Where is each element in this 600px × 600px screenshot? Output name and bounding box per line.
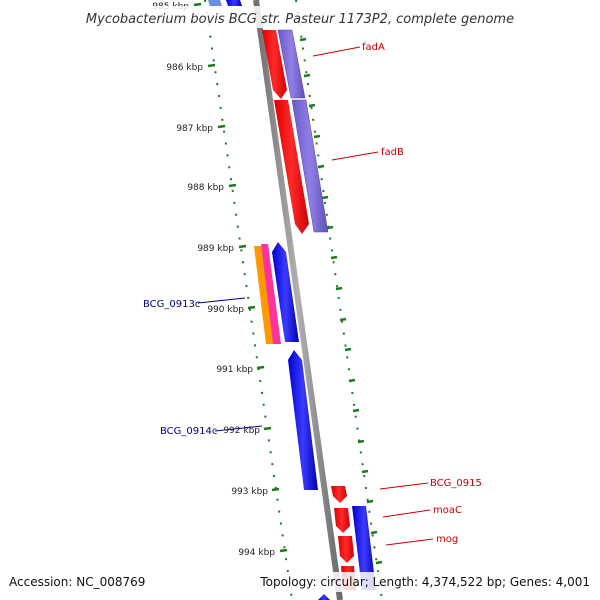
label-moaC: moaC (433, 505, 462, 516)
gene-partial-top-blue-light (208, 0, 222, 6)
tick-label-986: 986 kbp (166, 63, 203, 73)
tick-major-1 (207, 63, 216, 68)
tick-major-0 (193, 2, 202, 7)
inner-dotted-track (204, 0, 293, 600)
label-fadA: fadA (362, 42, 385, 53)
gene-fadA-purple (277, 29, 306, 99)
gene-BCG_0914c (288, 350, 318, 490)
label-fadB: fadB (381, 147, 404, 158)
tick-outer-6 (326, 225, 334, 230)
label-BCG_0913c: BCG_0913c (143, 299, 200, 310)
genome-summary-text: Topology: circular; Length: 4,374,522 bp… (259, 575, 590, 589)
tick-outer-12 (352, 408, 360, 413)
gene-BCG_0915 (331, 486, 347, 503)
accession-text: Accession: NC_008769 (9, 575, 145, 589)
tick-labels: 985 kbp 986 kbp 987 kbp 988 kbp 989 kbp … (152, 2, 275, 558)
tick-major-9 (279, 548, 288, 553)
tick-label-989: 989 kbp (197, 244, 234, 254)
gene-fadA-red (262, 30, 287, 99)
leader-BCG_0915 (379, 482, 429, 490)
tick-outer-13 (357, 439, 365, 444)
leader-fadB (331, 151, 379, 161)
tick-outer-9 (339, 317, 347, 322)
tick-outer-15 (366, 499, 374, 504)
gene-moaC (334, 508, 350, 533)
title-backdrop (70, 6, 530, 28)
outer-dotted-track (295, 0, 383, 600)
track-guides (204, 0, 383, 600)
tick-outer-8 (335, 286, 343, 291)
tick-major-4 (238, 244, 247, 249)
label-BCG_0914c: BCG_0914c (160, 426, 217, 437)
tick-outer-17 (375, 560, 383, 565)
leader-fadA (312, 46, 361, 57)
gene-BCG_0913c (272, 242, 299, 342)
tick-major-5 (247, 305, 256, 310)
tick-label-992: 992 kbp (223, 426, 260, 436)
tick-major-6 (256, 365, 265, 370)
gene-fadB-purple (291, 99, 329, 233)
gene-pink (261, 244, 281, 344)
tick-outer-2 (308, 103, 316, 108)
label-mog: mog (436, 534, 458, 545)
tick-outer-5 (321, 195, 329, 200)
gene-mog (338, 536, 354, 563)
tick-label-987: 987 kbp (176, 124, 213, 134)
kbp-ticks (193, 2, 383, 565)
tick-outer-14 (361, 469, 369, 474)
genome-backbone (253, 0, 343, 600)
tick-major-8 (271, 487, 280, 492)
gene-partial-bottom-blue (318, 594, 330, 600)
leader-BCG_0913c (197, 297, 246, 304)
tick-outer-10 (344, 347, 352, 352)
tick-label-993: 993 kbp (231, 487, 268, 497)
tick-outer-1 (303, 73, 311, 78)
tick-outer-7 (330, 255, 338, 260)
label-leaders (197, 46, 434, 546)
leader-BCG_0914c (214, 425, 263, 432)
tick-outer-4 (317, 164, 325, 169)
map-title: Mycobacterium bovis BCG str. Pasteur 117… (86, 12, 514, 27)
tick-major-2 (217, 124, 226, 129)
tick-label-988: 988 kbp (187, 183, 224, 193)
tick-label-990: 990 kbp (207, 305, 244, 315)
tick-label-994: 994 kbp (238, 548, 275, 558)
label-BCG_0915: BCG_0915 (430, 478, 482, 489)
leader-mog (385, 538, 434, 546)
gene-partial-top-blue (226, 0, 242, 6)
tick-label-991: 991 kbp (216, 365, 253, 375)
tick-major-3 (228, 183, 237, 188)
gene-orange (254, 246, 274, 344)
leader-moaC (382, 509, 431, 518)
tick-outer-11 (348, 378, 356, 383)
footer-backdrop (0, 572, 600, 592)
tick-outer-16 (370, 530, 378, 535)
gene-fadB-red (274, 100, 309, 234)
gene-blue-lower (352, 506, 376, 590)
gene-labels: fadA fadB BCG_0913c BCG_0914c BCG_0915 m… (143, 42, 482, 545)
gene-features (208, 0, 376, 600)
tick-outer-3 (313, 134, 321, 139)
tick-outer-0 (299, 37, 307, 42)
tick-major-7 (263, 426, 272, 431)
